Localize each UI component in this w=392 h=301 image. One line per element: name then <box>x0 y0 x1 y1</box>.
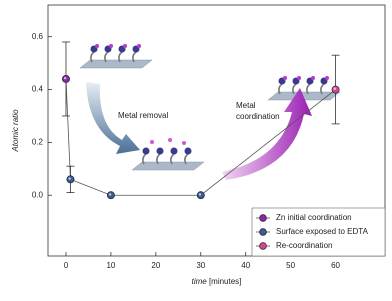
illustrations <box>79 44 341 180</box>
surface-recoordinated <box>267 76 341 101</box>
y-tick-label: 0.2 <box>32 137 44 146</box>
x-tick-label: 50 <box>286 261 295 270</box>
arrow-removal <box>86 82 140 154</box>
y-tick-label: 0.4 <box>32 85 44 94</box>
x-tick-label: 30 <box>196 261 205 270</box>
x-axis-label-unit: [minutes] <box>207 277 242 286</box>
surface-initial <box>79 44 153 69</box>
x-tick-label: 40 <box>241 261 250 270</box>
annotation: Metal removal <box>118 111 168 120</box>
legend-label: Zn initial coordination <box>276 213 352 222</box>
x-tick-label: 10 <box>106 261 115 270</box>
arrow-coordination <box>222 88 312 180</box>
data-point-highlight <box>63 76 67 80</box>
data-point-highlight <box>68 177 71 180</box>
legend-label: Surface exposed to EDTA <box>276 227 369 236</box>
surface-stripped <box>131 138 205 171</box>
x-tick-label: 20 <box>151 261 160 270</box>
y-tick-label: 0.6 <box>32 32 44 41</box>
x-tick-label: 0 <box>64 261 69 270</box>
data-point-highlight <box>198 193 202 196</box>
legend-marker <box>259 242 267 250</box>
legend-box <box>251 207 386 257</box>
y-tick-label: 0.0 <box>32 190 44 199</box>
x-tick-label: 60 <box>331 261 340 270</box>
x-axis-label: time [minutes] <box>192 277 242 286</box>
x-axis-label-var: time <box>192 277 208 286</box>
legend-marker <box>259 214 267 222</box>
data-point-highlight <box>333 87 336 90</box>
annotation: coordination <box>236 112 280 121</box>
plot-frame <box>47 4 386 257</box>
legend-marker <box>259 228 267 236</box>
y-axis-label: Atomic ratio <box>11 109 20 153</box>
legend-label: Re-coordination <box>276 241 332 250</box>
data-point-highlight <box>108 193 112 196</box>
annotation: Metal <box>236 101 256 110</box>
